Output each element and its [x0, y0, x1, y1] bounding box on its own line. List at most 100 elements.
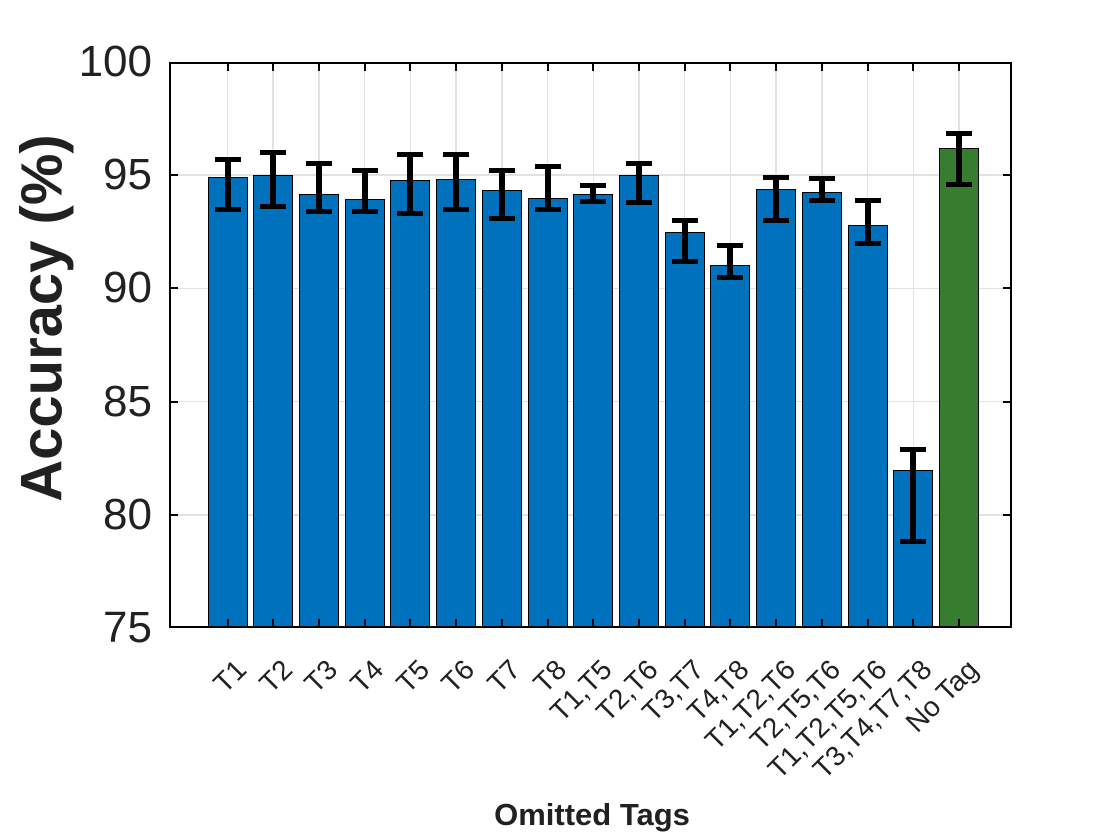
- bar-t2-t6: [618, 175, 659, 628]
- error-bar-cap-top: [534, 163, 561, 169]
- y-tick-label: 75: [103, 603, 152, 652]
- error-bar-stem: [773, 177, 780, 221]
- x-tick-bottom: [820, 619, 823, 628]
- error-bar-stem: [864, 200, 871, 244]
- error-bar-cap-bottom: [854, 240, 881, 246]
- x-tick-bottom: [272, 619, 275, 628]
- error-bar-cap-bottom: [946, 181, 973, 187]
- y-tick-label: 95: [103, 150, 152, 200]
- bar-t6: [436, 178, 477, 628]
- error-bar-cap-top: [260, 150, 287, 156]
- error-bar-stem: [498, 170, 505, 219]
- error-bar-stem: [818, 178, 825, 201]
- y-tick-left: [169, 174, 178, 177]
- x-tick-label: T5: [389, 653, 435, 699]
- error-bar-cap-bottom: [305, 208, 332, 214]
- x-tick-top: [455, 62, 458, 71]
- error-bar-stem: [407, 154, 414, 214]
- bar-t2: [253, 175, 294, 628]
- x-tick-bottom: [775, 619, 778, 628]
- error-bar-cap-top: [351, 168, 378, 174]
- x-tick-label: T7: [481, 653, 527, 699]
- error-bar-cap-top: [397, 152, 424, 158]
- x-tick-bottom: [912, 619, 915, 628]
- x-tick-label: T6: [435, 653, 481, 699]
- y-tick-right: [1003, 400, 1012, 403]
- x-tick-label: T1: [207, 653, 253, 699]
- error-bar-cap-bottom: [808, 197, 835, 203]
- error-bar-cap-bottom: [763, 217, 790, 223]
- y-axis-title: Accuracy (%): [9, 134, 75, 502]
- gridline-horizontal: [169, 174, 1012, 176]
- error-bar-cap-top: [488, 168, 515, 174]
- x-tick-bottom: [637, 619, 640, 628]
- x-tick-bottom: [409, 619, 412, 628]
- error-bar-cap-top: [763, 174, 790, 180]
- y-tick-left: [169, 400, 178, 403]
- error-bar-cap-bottom: [260, 204, 287, 210]
- error-bar-cap-top: [214, 156, 241, 162]
- x-tick-bottom: [317, 619, 320, 628]
- x-tick-top: [912, 62, 915, 71]
- x-tick-bottom: [455, 619, 458, 628]
- x-tick-top: [363, 62, 366, 71]
- error-bar-cap-top: [580, 182, 607, 188]
- bar-t2-t5-t6: [801, 192, 842, 628]
- y-tick-left: [169, 287, 178, 290]
- error-bar-cap-bottom: [443, 206, 470, 212]
- x-tick-bottom: [683, 619, 686, 628]
- x-tick-top: [409, 62, 412, 71]
- error-bar-stem: [270, 152, 277, 207]
- axis-spine-right: [1010, 62, 1012, 628]
- error-bar-cap-top: [671, 217, 698, 223]
- error-bar-cap-top: [443, 152, 470, 158]
- gridline-vertical: [912, 62, 915, 628]
- bar-t1-t2-t5-t6: [847, 225, 888, 628]
- error-bar-cap-top: [808, 176, 835, 182]
- x-tick-top: [820, 62, 823, 71]
- bar-t1-t5: [573, 194, 614, 628]
- error-bar-stem: [590, 185, 597, 202]
- x-tick-top: [775, 62, 778, 71]
- y-tick-left: [169, 513, 178, 516]
- x-tick-top: [226, 62, 229, 71]
- error-bar-stem: [681, 220, 688, 262]
- x-tick-top: [592, 62, 595, 71]
- axis-spine-top: [169, 62, 1012, 64]
- error-bar-cap-bottom: [900, 539, 927, 545]
- x-tick-bottom: [866, 619, 869, 628]
- error-bar-cap-bottom: [488, 215, 515, 221]
- error-bar-stem: [315, 163, 322, 212]
- error-bar-stem: [635, 163, 642, 203]
- bar-t4-t8: [710, 264, 751, 628]
- error-bar-cap-bottom: [671, 258, 698, 264]
- x-tick-bottom: [958, 619, 961, 628]
- error-bar-stem: [361, 170, 368, 212]
- x-tick-bottom: [226, 619, 229, 628]
- error-bar-stem: [956, 133, 963, 185]
- plot-area: [169, 62, 1012, 628]
- x-tick-bottom: [546, 619, 549, 628]
- bar-t5: [390, 179, 431, 628]
- axis-spine-bottom: [169, 626, 1012, 628]
- error-bar-stem: [224, 159, 231, 210]
- x-axis-title: Omitted Tags: [494, 797, 690, 832]
- bar-t8: [527, 197, 568, 628]
- x-tick-top: [546, 62, 549, 71]
- y-tick-label: 90: [103, 263, 152, 313]
- error-bar-cap-top: [900, 446, 927, 452]
- error-bar-cap-bottom: [214, 206, 241, 212]
- error-bar-cap-bottom: [717, 274, 744, 280]
- error-bar-cap-bottom: [625, 199, 652, 205]
- bar-t3: [298, 194, 339, 628]
- x-tick-bottom: [729, 619, 732, 628]
- error-bar-stem: [727, 245, 734, 278]
- x-tick-top: [500, 62, 503, 71]
- bar-t4: [344, 198, 385, 628]
- bar-t7: [481, 189, 522, 628]
- x-tick-top: [958, 62, 961, 71]
- x-tick-top: [317, 62, 320, 71]
- x-tick-top: [683, 62, 686, 71]
- error-bar-stem: [544, 166, 551, 210]
